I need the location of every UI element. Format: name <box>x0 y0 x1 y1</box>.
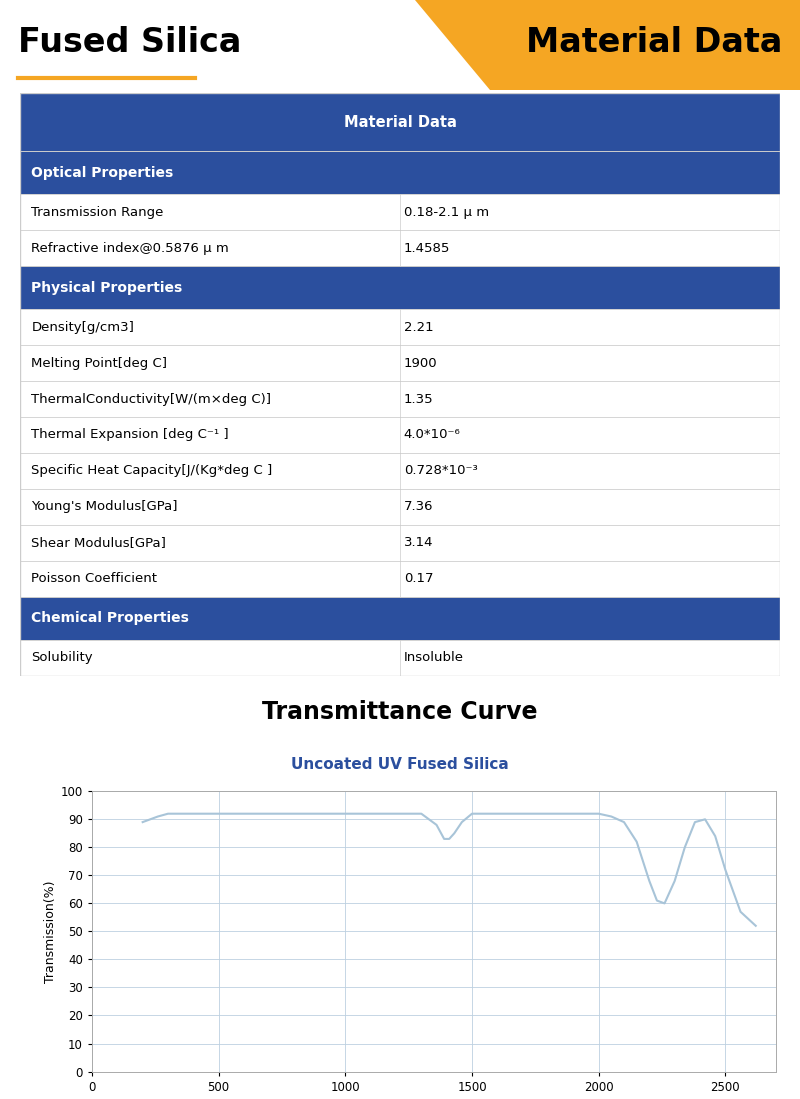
Bar <box>20 345 780 381</box>
Bar <box>20 230 780 266</box>
Text: Melting Point[deg C]: Melting Point[deg C] <box>31 356 167 369</box>
Bar <box>20 640 780 676</box>
Text: 1.4585: 1.4585 <box>404 242 450 255</box>
Text: Chemical Properties: Chemical Properties <box>31 611 190 625</box>
Text: Solubility: Solubility <box>31 652 93 665</box>
Bar <box>20 489 780 525</box>
Bar <box>20 93 780 151</box>
Text: Shear Modulus[GPa]: Shear Modulus[GPa] <box>31 536 166 550</box>
Text: Material Data: Material Data <box>526 25 782 58</box>
Text: 1.35: 1.35 <box>404 392 434 406</box>
Text: Density[g/cm3]: Density[g/cm3] <box>31 321 134 334</box>
Text: Thermal Expansion [deg C⁻¹ ]: Thermal Expansion [deg C⁻¹ ] <box>31 429 229 442</box>
Bar <box>20 151 780 195</box>
Bar <box>20 453 780 489</box>
Text: ThermalConductivity[W/(m×deg C)]: ThermalConductivity[W/(m×deg C)] <box>31 392 271 406</box>
Text: Physical Properties: Physical Properties <box>31 280 182 295</box>
Bar <box>20 560 780 597</box>
Text: 0.728*10⁻³: 0.728*10⁻³ <box>404 465 478 477</box>
Text: 3.14: 3.14 <box>404 536 434 550</box>
Y-axis label: Transmission(%): Transmission(%) <box>43 880 57 983</box>
Bar <box>20 525 780 560</box>
Text: Fused Silica: Fused Silica <box>18 25 242 58</box>
Text: 4.0*10⁻⁶: 4.0*10⁻⁶ <box>404 429 461 442</box>
Bar <box>20 381 780 417</box>
Text: 2.21: 2.21 <box>404 321 434 334</box>
Bar <box>20 195 780 230</box>
Text: Uncoated UV Fused Silica: Uncoated UV Fused Silica <box>291 757 509 773</box>
Polygon shape <box>415 0 800 90</box>
Bar <box>20 266 780 309</box>
Bar <box>20 597 780 640</box>
Text: 0.18-2.1 μ m: 0.18-2.1 μ m <box>404 206 489 219</box>
Text: Young's Modulus[GPa]: Young's Modulus[GPa] <box>31 500 178 513</box>
Text: Transmission Range: Transmission Range <box>31 206 164 219</box>
Text: Refractive index@0.5876 μ m: Refractive index@0.5876 μ m <box>31 242 229 255</box>
Text: Poisson Coefficient: Poisson Coefficient <box>31 573 158 586</box>
Text: Transmittance Curve: Transmittance Curve <box>262 700 538 723</box>
Text: 0.17: 0.17 <box>404 573 434 586</box>
Text: Insoluble: Insoluble <box>404 652 464 665</box>
Text: Material Data: Material Data <box>343 114 457 130</box>
Bar <box>20 417 780 453</box>
Text: 1900: 1900 <box>404 356 438 369</box>
Text: 7.36: 7.36 <box>404 500 434 513</box>
Text: Optical Properties: Optical Properties <box>31 166 174 179</box>
Text: Specific Heat Capacity[J/(Kg*deg C ]: Specific Heat Capacity[J/(Kg*deg C ] <box>31 465 273 477</box>
Bar <box>20 309 780 345</box>
